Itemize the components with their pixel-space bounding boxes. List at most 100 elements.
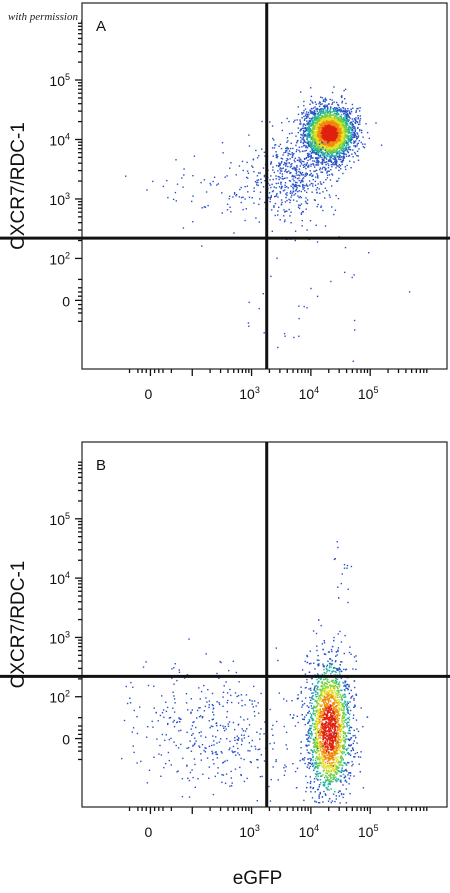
event-dot [301, 146, 303, 148]
event-dot [305, 135, 307, 137]
event-dot [305, 202, 307, 204]
event-dot [297, 206, 300, 208]
event-dot [277, 155, 279, 158]
event-dot [317, 131, 319, 133]
event-dot [298, 149, 300, 152]
event-dot [275, 156, 278, 158]
event-dot [357, 123, 360, 126]
event-dot [304, 697, 307, 699]
event-dot [283, 152, 285, 154]
event-dot [333, 137, 335, 139]
event-dot [296, 187, 298, 189]
event-dot [327, 111, 329, 114]
y-tick-label: 104 [49, 131, 70, 148]
event-dot [354, 145, 357, 147]
event-dot [313, 126, 316, 128]
event-dot [315, 161, 317, 164]
event-dot [332, 138, 334, 141]
event-dot [353, 740, 355, 742]
event-dot [328, 122, 330, 125]
event-dot [301, 134, 303, 136]
event-dot [316, 295, 319, 298]
event-dot [301, 184, 304, 186]
event-dot [323, 154, 325, 156]
event-dot [307, 141, 309, 143]
event-dot [328, 115, 330, 117]
event-dot [302, 139, 305, 141]
event-dot [299, 171, 301, 174]
event-dot [346, 748, 348, 750]
event-dot [331, 174, 334, 176]
event-dot [317, 143, 320, 145]
event-dot [314, 114, 316, 116]
event-dot [162, 185, 164, 188]
event-dot [330, 125, 332, 127]
event-dot [317, 767, 319, 770]
event-dot [308, 145, 310, 147]
event-dot [333, 141, 336, 143]
event-dot [281, 175, 283, 177]
event-dot [253, 171, 255, 173]
event-dot [338, 743, 340, 745]
event-dot [280, 186, 283, 189]
event-dot [317, 157, 319, 160]
event-dot [285, 151, 287, 153]
event-dot [359, 119, 361, 122]
event-dot [321, 151, 323, 154]
event-dot [315, 141, 317, 143]
event-dot [338, 147, 340, 149]
event-dot [328, 164, 330, 167]
event-dot [321, 142, 324, 144]
event-dot [304, 158, 306, 160]
event-dot [331, 151, 334, 153]
event-dot [306, 113, 308, 115]
event-dot [300, 140, 302, 142]
event-dot [302, 133, 305, 135]
event-dot [321, 168, 323, 170]
event-dot [355, 120, 357, 123]
event-dot [244, 198, 246, 200]
event-dot [330, 152, 332, 154]
event-dot [233, 193, 236, 195]
event-dot [258, 221, 260, 223]
event-dot [246, 185, 248, 187]
event-dot [321, 163, 323, 165]
event-dot [336, 118, 338, 120]
event-dot [343, 133, 346, 136]
event-dot [280, 147, 283, 150]
event-dot [318, 129, 321, 132]
event-dot [356, 108, 358, 110]
event-dot [299, 161, 301, 163]
event-dot [278, 178, 280, 181]
event-dot [342, 158, 344, 160]
event-dot [300, 196, 303, 199]
event-dot [331, 152, 333, 155]
event-dot [304, 144, 306, 147]
event-dot [295, 184, 297, 186]
event-dot [318, 138, 320, 140]
event-dot [332, 143, 334, 145]
event-dot [316, 187, 318, 189]
event-dot [314, 148, 316, 151]
event-dot [300, 133, 302, 136]
event-dot [318, 103, 320, 105]
event-dot [316, 141, 318, 144]
event-dot [320, 140, 323, 142]
event-dot [298, 207, 301, 210]
event-dot [296, 166, 298, 168]
event-dot [329, 137, 331, 139]
event-dot [353, 319, 356, 322]
event-dot [308, 134, 310, 136]
event-dot [320, 135, 322, 137]
event-dot [353, 133, 356, 135]
event-dot [322, 108, 324, 110]
event-dot [335, 126, 337, 129]
event-dot [294, 181, 297, 183]
event-dot [331, 781, 333, 783]
event-dot [338, 752, 340, 754]
event-dot [291, 132, 293, 134]
event-dot [273, 206, 275, 208]
event-dot [335, 741, 338, 743]
event-dot [311, 101, 313, 103]
event-dot [293, 159, 295, 161]
